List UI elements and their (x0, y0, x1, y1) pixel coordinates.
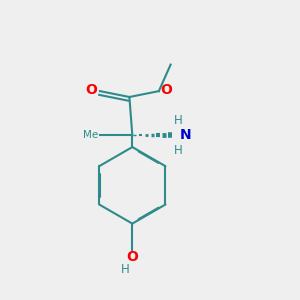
Text: O: O (160, 82, 172, 97)
Text: N: N (179, 128, 191, 142)
Text: H: H (121, 263, 129, 276)
Text: Me: Me (83, 130, 98, 140)
Text: O: O (85, 82, 97, 97)
Text: H: H (174, 143, 182, 157)
Text: O: O (126, 250, 138, 264)
Text: H: H (174, 114, 182, 127)
